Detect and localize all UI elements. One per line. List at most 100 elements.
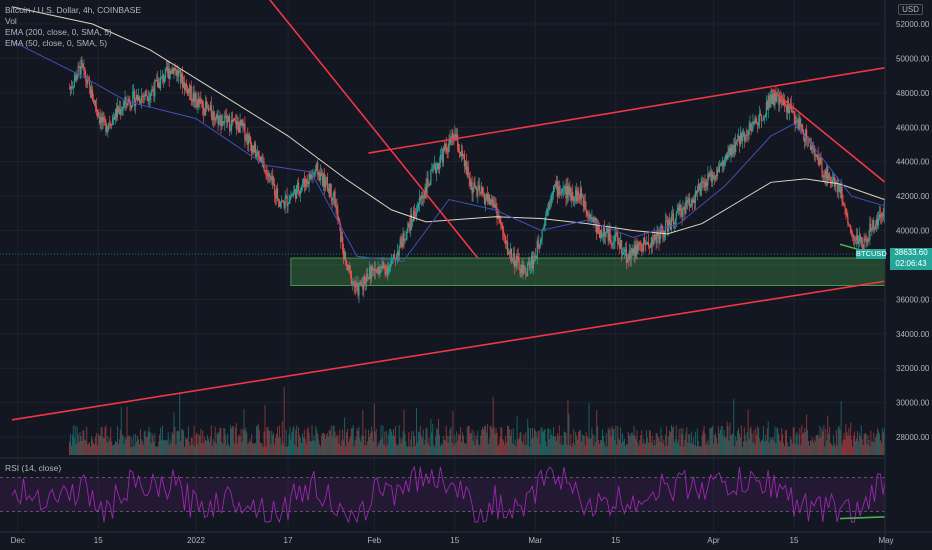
candle-body <box>644 242 647 245</box>
volume-bar <box>867 434 869 455</box>
volume-bar <box>717 426 719 455</box>
candle-body <box>72 86 74 88</box>
candle-body <box>840 186 842 193</box>
candle-body <box>724 159 726 166</box>
candle-body <box>163 79 165 82</box>
candle-body <box>289 197 291 203</box>
volume-bar <box>845 423 847 455</box>
price-axis[interactable]: 52000.0050000.0048000.0046000.0044000.00… <box>884 0 932 550</box>
candle-body <box>145 91 147 96</box>
time-axis[interactable]: 8Dec15202217Feb15Mar15Apr15May16Jun15Jul <box>0 531 932 545</box>
volume-bar <box>539 443 541 455</box>
volume-bar <box>350 428 352 455</box>
candle-body <box>374 269 376 272</box>
volume-bar <box>389 428 391 455</box>
candle-body <box>187 88 189 95</box>
candle-body <box>450 138 452 143</box>
candle-body <box>864 238 866 240</box>
volume-bar <box>528 427 530 455</box>
volume-bar <box>526 445 528 455</box>
volume-bar <box>69 434 71 455</box>
volume-bar <box>317 433 319 455</box>
volume-bar <box>838 426 840 455</box>
candle-body <box>414 214 417 217</box>
volume-bar <box>227 433 229 455</box>
volume-bar <box>249 438 251 455</box>
volume-bar <box>207 438 209 455</box>
volume-bar <box>197 444 199 455</box>
candle-body <box>362 285 364 290</box>
volume-bar <box>128 435 130 455</box>
candle-body <box>79 66 81 76</box>
candle-body <box>149 95 151 100</box>
volume-bar <box>276 426 278 455</box>
volume-bar <box>692 437 694 455</box>
candle-body <box>282 201 284 203</box>
candle-body <box>467 166 469 177</box>
candle-body <box>711 171 713 182</box>
candle-body <box>543 225 545 229</box>
volume-bar <box>122 435 124 455</box>
currency-button[interactable]: USD <box>898 4 923 15</box>
volume-bar <box>226 445 228 455</box>
volume-bar <box>352 425 354 455</box>
volume-bar <box>639 440 641 455</box>
volume-bar <box>330 425 332 455</box>
candle-body <box>501 225 503 229</box>
volume-bar <box>96 445 98 455</box>
candle-body <box>238 125 240 133</box>
volume-bar <box>515 446 517 455</box>
candle-body <box>110 123 112 125</box>
candle-body <box>398 245 400 256</box>
volume-bar <box>626 444 628 455</box>
volume-bar <box>782 434 784 455</box>
candle-body <box>292 195 294 196</box>
volume-bar <box>151 433 153 455</box>
volume-bar <box>759 438 761 455</box>
volume-bar <box>263 431 265 455</box>
candle-body <box>477 189 479 196</box>
volume-bar <box>388 434 390 455</box>
volume-bar <box>708 444 710 455</box>
candle-body <box>316 162 318 166</box>
volume-bar <box>812 442 814 455</box>
candle-body <box>311 174 313 177</box>
volume-bar <box>275 437 277 455</box>
volume-bar <box>363 435 365 455</box>
volume-bar <box>428 437 430 455</box>
volume-bar <box>372 441 374 455</box>
candle-body <box>208 109 211 111</box>
candle-body <box>846 213 848 217</box>
candle-body <box>725 154 727 160</box>
candle-body <box>821 162 823 172</box>
volume-bar <box>581 434 583 455</box>
volume-bar <box>721 426 723 455</box>
candle-body <box>646 241 649 244</box>
volume-bar <box>601 429 603 455</box>
candle-body <box>547 208 549 210</box>
volume-bar <box>587 438 589 455</box>
candle-body <box>783 99 785 106</box>
candle-body <box>786 100 789 112</box>
volume-bar <box>781 428 783 455</box>
volume-bar <box>184 437 186 455</box>
volume-bar <box>93 444 95 455</box>
candle-body <box>833 176 836 187</box>
volume-bar <box>453 445 455 455</box>
volume-bar <box>148 426 150 455</box>
volume-bar <box>457 440 459 455</box>
volume-bar <box>642 443 644 455</box>
ema50-indicator: EMA (50, close, 0, SMA, 5) <box>5 38 108 48</box>
volume-bar <box>161 439 163 455</box>
candle-body <box>434 163 436 166</box>
volume-bar <box>214 426 216 455</box>
candle-body <box>655 236 657 244</box>
candle-body <box>743 132 745 142</box>
candle-body <box>213 111 215 120</box>
volume-bar <box>248 442 250 455</box>
volume-bar <box>697 440 699 455</box>
volume-bar <box>718 433 720 455</box>
candle-body <box>479 185 481 193</box>
candle-body <box>847 216 849 224</box>
